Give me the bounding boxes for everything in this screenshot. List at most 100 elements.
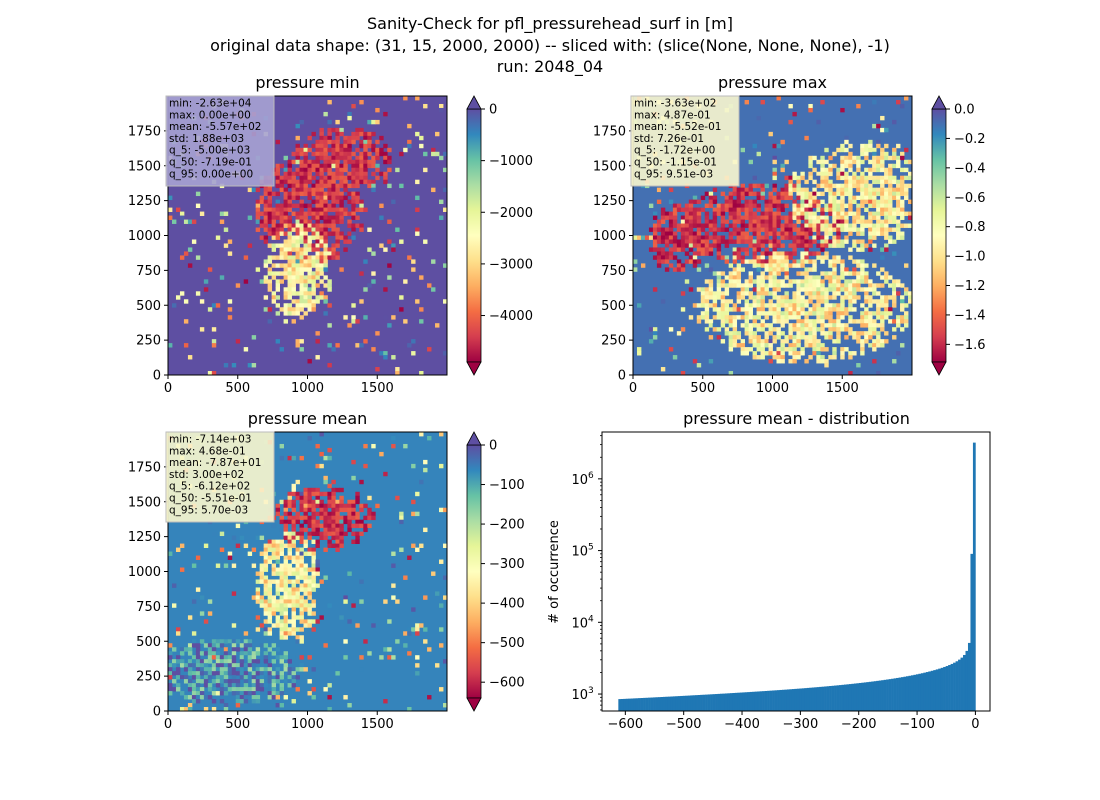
- colorbar-tick-label: 0.0: [954, 103, 975, 118]
- histogram-bar: [843, 684, 847, 711]
- histogram-bar: [814, 687, 818, 711]
- x-tick-label: 500: [225, 717, 250, 732]
- x-tick-label: −400: [724, 717, 760, 732]
- histogram-bar: [970, 553, 974, 711]
- histogram-bar: [749, 691, 753, 711]
- colorbar-tick-label: −2000: [489, 206, 533, 221]
- histogram-bar: [861, 682, 865, 711]
- y-tick-label: 1000: [593, 229, 626, 244]
- histogram-bar: [883, 679, 887, 711]
- histogram-bar: [881, 680, 884, 711]
- histogram-bar: [665, 696, 669, 711]
- stats-box-line: q_50: -5.51e-01: [169, 493, 252, 505]
- histogram-bar: [871, 681, 875, 711]
- x-tick-label: 1000: [291, 717, 324, 732]
- y-tick-label: 500: [601, 299, 626, 314]
- stats-box-line: q_5: -1.72e+00: [634, 145, 715, 157]
- y-tick-label: 1750: [128, 124, 161, 139]
- colorbar: [466, 444, 482, 699]
- histogram-bars: [618, 442, 976, 711]
- histogram-bar: [841, 684, 845, 711]
- y-tick-label: 250: [136, 334, 161, 349]
- histogram-bar: [791, 689, 795, 711]
- histogram-bar: [680, 695, 684, 711]
- histogram-bar: [958, 659, 961, 711]
- histogram-bar: [779, 689, 783, 711]
- histogram-bar: [623, 698, 627, 711]
- x-tick-label: −200: [841, 717, 877, 732]
- histogram-bar: [727, 693, 731, 711]
- histogram-bar: [829, 686, 832, 711]
- histogram-bar: [645, 697, 649, 711]
- histogram-bar: [789, 689, 793, 711]
- histogram-bar: [742, 692, 746, 711]
- histogram-bar: [863, 682, 867, 711]
- y-tick-label: 750: [601, 264, 626, 279]
- colorbar-tick-label: −4000: [489, 309, 533, 324]
- histogram-bar: [866, 682, 870, 711]
- stats-box: [165, 95, 275, 187]
- y-axis-label: # of occurrence: [547, 520, 562, 624]
- histogram-bar: [692, 695, 696, 711]
- histogram-bar: [893, 678, 897, 711]
- stats-box-line: max: 0.00e+00: [169, 109, 251, 121]
- panel-pressure-max: pressure max 0 500 1000 1500 0 250 500 750 1000 1…: [593, 73, 986, 396]
- colorbar-tick-label: −3000: [489, 257, 533, 272]
- histogram-bar: [801, 688, 805, 711]
- histogram-bar: [804, 688, 808, 711]
- stats-box-line: q_95: 0.00e+00: [169, 168, 253, 180]
- stats-box-line: q_5: -6.12e+02: [169, 481, 250, 493]
- histogram-bar: [834, 685, 837, 711]
- panel-title: pressure min: [255, 73, 359, 92]
- histogram-bar: [915, 674, 919, 711]
- x-tick-label: 1000: [756, 381, 789, 396]
- histogram-bar: [901, 677, 904, 711]
- histogram-bar: [886, 679, 889, 711]
- histogram-bar: [910, 675, 914, 711]
- y-tick-label: 1000: [128, 229, 161, 244]
- stats-box-line: std: 1.88e+03: [169, 133, 244, 145]
- panel-title: pressure mean: [248, 409, 368, 428]
- x-tick-label: 1500: [361, 381, 394, 396]
- histogram-bar: [762, 691, 765, 711]
- stats-box-line: std: 3.00e+02: [169, 469, 244, 481]
- y-tick-label: 1500: [128, 495, 161, 510]
- panel-title: pressure max: [718, 73, 827, 92]
- histogram-bar: [757, 691, 760, 711]
- histogram-bar: [938, 668, 941, 711]
- histogram-bar: [658, 697, 661, 711]
- stats-box-line: mean: -5.57e+02: [169, 121, 261, 133]
- y-tick-label: 500: [136, 635, 161, 650]
- stats-box-line: q_95: 9.51e-03: [634, 168, 713, 180]
- histogram-bar: [650, 697, 654, 711]
- y-tick-label: 0: [153, 369, 161, 384]
- figure-title-line-1: Sanity-Check for pfl_pressurehead_surf i…: [367, 14, 733, 34]
- y-tick-label: 1250: [593, 194, 626, 209]
- stats-box-line: mean: -5.52e-01: [634, 121, 721, 133]
- histogram-bar: [672, 696, 676, 711]
- figure-title-line-2: original data shape: (31, 15, 2000, 2000…: [210, 36, 890, 55]
- histogram-bar: [965, 650, 969, 711]
- histogram-bar: [796, 688, 800, 711]
- histogram-bar: [648, 697, 651, 711]
- histogram-bar: [774, 690, 778, 711]
- colorbar-tick-label: −1.2: [954, 279, 986, 294]
- colorbar-tick-label: −500: [489, 636, 525, 651]
- histogram-bar: [690, 695, 694, 711]
- histogram-bar: [786, 689, 790, 711]
- histogram-bar: [930, 670, 934, 711]
- histogram-bar: [898, 677, 902, 711]
- colorbar-tick-label: −300: [489, 557, 525, 572]
- histogram-bar: [687, 695, 691, 711]
- histogram-bar: [868, 681, 872, 711]
- x-tick-label: 0: [164, 381, 172, 396]
- histogram-bar: [667, 696, 671, 711]
- histogram-bar: [662, 696, 666, 711]
- histogram-bar: [851, 683, 855, 711]
- histogram-bar: [967, 642, 971, 711]
- colorbar-tick-label: −1000: [489, 154, 533, 169]
- histogram-bar: [853, 683, 857, 711]
- figure-title-line-3: run: 2048_04: [497, 57, 603, 77]
- y-tick-label: 0: [618, 369, 626, 384]
